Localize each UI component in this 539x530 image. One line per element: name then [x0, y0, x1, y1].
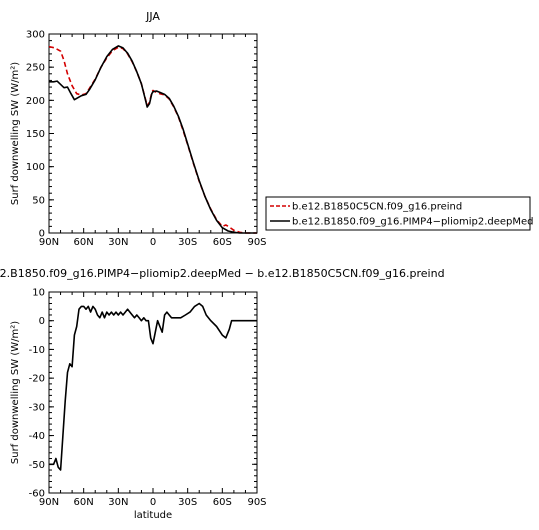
y-tick-label: -50 [29, 460, 45, 471]
x-tick-label: 0 [150, 237, 156, 248]
y-axis-label: Surf downwelling SW (W/m²) [10, 321, 21, 464]
x-tick-label: 60N [74, 237, 94, 248]
series-line-1 [49, 302, 257, 471]
x-tick-label: 0 [150, 497, 156, 508]
chart-title: b.e12.B1850.f09_g16.PIMP4−pliomip2.deepM… [0, 267, 445, 280]
legend-box [265, 196, 531, 231]
x-tick-label: 30N [108, 497, 128, 508]
x-tick-label: 30S [178, 497, 197, 508]
x-tick-label: 60N [74, 497, 94, 508]
y-tick-label: 150 [26, 129, 45, 140]
series-line-1 [48, 45, 257, 234]
plot-frame [48, 291, 258, 494]
plot-1 [48, 33, 258, 234]
y-tick-label: 10 [32, 288, 45, 299]
y-tick-label: 100 [26, 162, 45, 173]
y-axis-label: Surf downwelling SW (W/m²) [10, 62, 21, 205]
x-axis-label: latitude [134, 510, 172, 521]
y-tick-label: 250 [26, 63, 45, 74]
y-tick-label: -60 [29, 489, 45, 500]
y-tick-label: 300 [26, 30, 45, 41]
plot-2 [48, 291, 258, 494]
y-tick-label: 50 [32, 195, 45, 206]
y-tick-label: 0 [39, 229, 45, 240]
y-tick-label: -10 [29, 345, 45, 356]
y-tick-label: -40 [29, 431, 45, 442]
y-tick-label: 0 [39, 316, 45, 327]
y-tick-label: 200 [26, 96, 45, 107]
x-tick-label: 90N [39, 497, 59, 508]
y-tick-label: -30 [29, 402, 45, 413]
x-tick-label: 60S [213, 237, 232, 248]
chart-title: JJA [145, 10, 160, 23]
legend: b.e12.B1850C5CN.f09_g16.preind b.e12.B185… [265, 196, 534, 231]
legend-label: b.e12.B1850C5CN.f09_g16.preind [292, 202, 462, 213]
series-line-2 [49, 45, 257, 234]
x-tick-label: 90S [247, 497, 266, 508]
x-tick-label: 90N [39, 237, 59, 248]
x-tick-label: 90S [247, 237, 266, 248]
legend-label: b.e12.B1850.f09_g16.PIMP4−pliomip2.deepM… [292, 217, 534, 228]
x-tick-label: 30N [108, 237, 128, 248]
x-tick-label: 60S [213, 497, 232, 508]
plot-frame [48, 33, 258, 234]
x-tick-label: 30S [178, 237, 197, 248]
y-tick-label: -20 [29, 374, 45, 385]
